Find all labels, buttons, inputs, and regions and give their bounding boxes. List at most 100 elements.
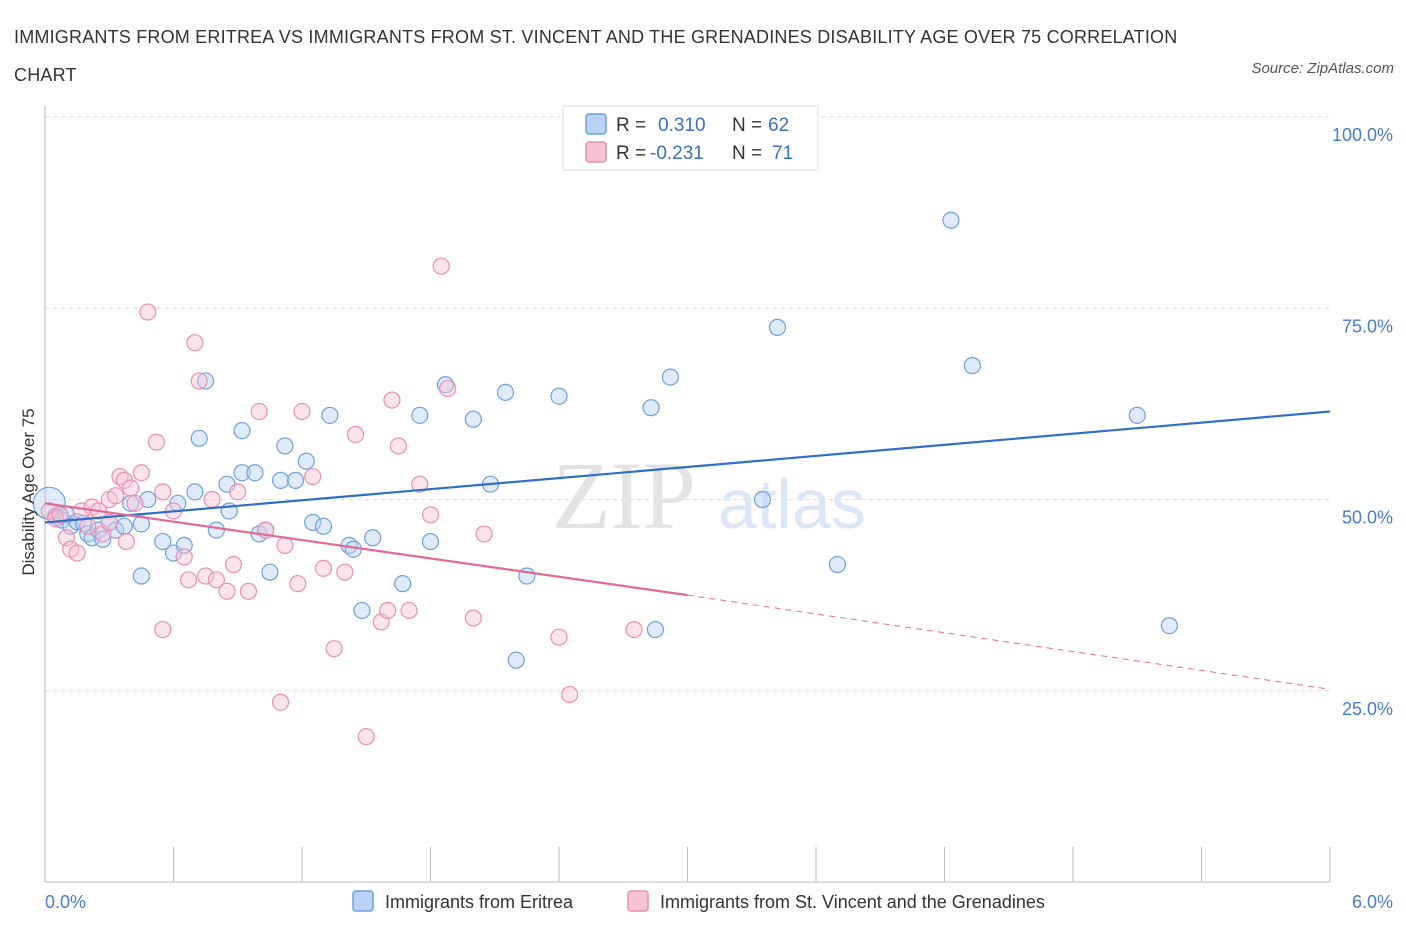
point-s0-57	[661, 368, 679, 386]
watermark-zip: ZIP	[552, 442, 696, 549]
chart-title: IMMIGRANTS FROM ERITREA VS IMMIGRANTS FR…	[14, 27, 1178, 85]
point-s0-14	[122, 494, 140, 512]
point-s0-38	[304, 513, 322, 532]
legend-n-value-stvincent: 71	[772, 143, 793, 164]
point-s0-13	[115, 517, 133, 535]
point-s1-34	[229, 483, 247, 501]
point-s1-38	[271, 693, 290, 711]
legend-swatch-stvincent	[585, 141, 607, 163]
y-tick-labels: 25.0% 50.0% 75.0% 100.0%	[1332, 125, 1393, 719]
point-s0-18	[154, 532, 172, 551]
legend-r-label-stvincent: R =	[616, 143, 646, 164]
x-tick-label-max: 6.0%	[1352, 892, 1393, 912]
point-s1-26	[179, 571, 198, 589]
legend-r-value-stvincent: -0.231	[650, 143, 704, 164]
trend-line-eritrea	[44, 410, 1331, 524]
point-s0-60	[828, 555, 847, 574]
point-s0-55	[642, 399, 660, 417]
top-legend: R = 0.310 N = 62 R = -0.231 N = 71	[562, 105, 819, 171]
point-s0-29	[233, 464, 251, 482]
point-s1-36	[250, 402, 268, 421]
point-s0-45	[394, 575, 412, 593]
point-s1-33	[224, 555, 243, 574]
point-s1-35	[239, 582, 258, 600]
watermark: ZIP atlas	[552, 442, 866, 549]
point-s1-53	[411, 475, 429, 493]
point-s1-18	[126, 494, 144, 512]
legend-n-label-stvincent: N =	[732, 143, 762, 164]
point-s1-28	[190, 372, 208, 390]
trend-line-stvincent-extension	[687, 594, 1331, 690]
y-tick-label-25: 25.0%	[1342, 699, 1393, 719]
point-s1-30	[203, 490, 221, 509]
point-s1-29	[197, 567, 215, 585]
point-s1-58	[475, 525, 493, 543]
point-s1-59	[550, 628, 568, 646]
point-s0-33	[261, 563, 279, 581]
point-s1-49	[379, 601, 397, 620]
point-s1-2	[51, 506, 69, 524]
point-s0-5	[68, 513, 86, 531]
point-s0-23	[190, 429, 208, 447]
point-s1-60	[561, 685, 579, 704]
point-s0-25	[207, 521, 225, 539]
chart-source: Source: ZipAtlas.com	[1251, 60, 1394, 77]
y-axis-label: Disability Age Over 75	[19, 408, 38, 575]
point-s0-36	[286, 471, 305, 489]
point-s1-50	[383, 391, 401, 409]
point-s0-58	[753, 490, 772, 509]
point-s0-16	[139, 490, 157, 509]
point-s1-41	[293, 402, 311, 421]
point-s1-56	[439, 379, 457, 398]
point-s1-5	[68, 544, 86, 562]
point-s0-40	[321, 406, 339, 424]
point-s1-23	[154, 620, 172, 639]
trend-lines	[44, 410, 1331, 690]
point-s0-15	[132, 515, 150, 533]
point-s1-13	[107, 487, 125, 505]
point-s1-22	[154, 483, 172, 501]
point-s0-24	[197, 372, 215, 390]
point-s1-17	[122, 479, 140, 497]
legend-r-label-eritrea: R =	[616, 115, 646, 136]
point-s0-49	[464, 410, 482, 428]
axes	[44, 105, 1331, 883]
point-s0-39	[314, 517, 333, 535]
bottom-legend: Immigrants from Eritrea Immigrants from …	[352, 890, 1045, 912]
point-s1-57	[464, 609, 482, 627]
series-stvincent-points	[40, 257, 643, 746]
point-s1-7	[79, 517, 97, 535]
legend-n-value-eritrea: 62	[768, 115, 789, 136]
point-s0-30	[246, 464, 264, 482]
x-tick-label-min: 0.0%	[45, 892, 86, 912]
point-s1-16	[117, 532, 135, 551]
point-s0-52	[507, 651, 525, 669]
point-s1-61	[625, 620, 643, 639]
point-s1-55	[432, 257, 450, 275]
point-s0-47	[421, 532, 440, 551]
bottom-legend-label-stvincent: Immigrants from St. Vincent and the Gren…	[660, 892, 1045, 912]
point-s0-37	[297, 452, 315, 470]
point-s0-59	[768, 318, 787, 336]
point-s1-54	[421, 506, 440, 524]
point-s1-43	[314, 559, 333, 577]
bottom-legend-swatch-eritrea	[352, 890, 374, 912]
point-s1-40	[289, 575, 307, 593]
point-s0-17	[132, 567, 150, 585]
point-s0-46	[411, 406, 429, 424]
point-s1-19	[132, 464, 150, 482]
point-s0-44	[364, 529, 382, 547]
point-s1-52	[400, 601, 418, 620]
point-s0-62	[963, 357, 981, 375]
point-s1-27	[186, 334, 204, 352]
trend-line-stvincent	[44, 502, 688, 597]
point-s1-20	[139, 303, 157, 321]
point-s1-51	[389, 437, 407, 455]
y-tick-label-50: 50.0%	[1342, 508, 1393, 528]
point-s1-45	[336, 563, 354, 581]
point-s1-42	[304, 467, 322, 486]
y-tick-label-100: 100.0%	[1332, 125, 1393, 145]
point-s0-10	[94, 530, 112, 548]
legend-n-label-eritrea: N =	[732, 115, 762, 136]
point-s0-51	[496, 383, 515, 401]
